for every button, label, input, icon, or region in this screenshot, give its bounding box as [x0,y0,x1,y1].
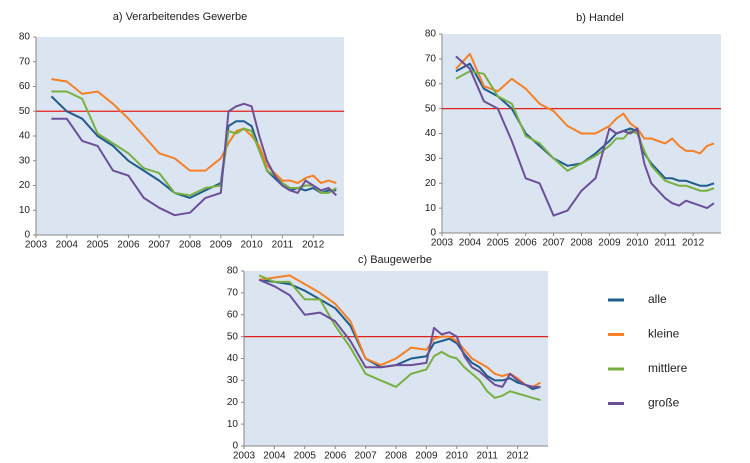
x-tick-label: 2007 [148,240,171,251]
series-line [51,78,337,184]
x-tick-label: 2012 [682,238,705,249]
y-tick-label: 10 [425,203,437,214]
x-tick-label: 2009 [415,451,438,462]
y-tick-label: 50 [19,106,31,117]
x-tick-label: 2003 [233,451,256,462]
x-tick-label: 2005 [86,240,109,251]
y-tick-label: 40 [425,128,437,139]
x-tick-label: 2007 [542,238,565,249]
y-tick-label: 30 [227,375,239,386]
x-tick-label: 2003 [431,238,454,249]
legend-label: mittlere [648,361,688,375]
y-tick-label: 50 [227,331,239,342]
y-tick-label: 70 [425,54,437,65]
series-line [455,70,715,192]
x-tick-label: 2009 [210,240,233,251]
series-line [455,55,715,217]
y-tick-label: 0 [24,230,30,241]
x-tick-label: 2011 [476,451,498,462]
x-tick-label: 2011 [272,240,294,251]
x-tick-label: 2005 [294,451,317,462]
y-tick-label: 30 [19,155,31,166]
x-tick-label: 2012 [506,451,529,462]
x-tick-label: 2003 [25,240,48,251]
y-tick-label: 70 [19,56,31,67]
y-tick-label: 60 [425,78,437,89]
x-tick-label: 2008 [179,240,202,251]
chart-title: a) Verarbeitendes Gewerbe [113,11,248,23]
x-tick-label: 2006 [117,240,140,251]
series-line [51,102,337,217]
y-tick-label: 10 [227,419,239,430]
y-tick-label: 20 [425,178,437,189]
x-tick-label: 2005 [487,238,510,249]
x-tick-label: 2008 [570,238,593,249]
y-tick-label: 20 [227,397,239,408]
series-line [50,95,337,199]
x-tick-label: 2010 [446,451,469,462]
y-tick-label: 20 [19,180,31,191]
x-tick-label: 2004 [459,238,482,249]
series-line [258,278,541,388]
legend-label: alle [648,292,667,306]
y-tick-label: 60 [19,81,31,92]
chart-title: c) Baugewerbe [358,254,432,266]
x-tick-label: 2008 [385,451,408,462]
y-tick-label: 50 [425,103,437,114]
x-tick-label: 2011 [654,238,676,249]
x-tick-label: 2012 [302,240,325,251]
chart-title: b) Handel [576,12,624,24]
x-tick-label: 2007 [354,451,377,462]
x-tick-label: 2010 [240,240,263,251]
legend-label: kleine [648,327,680,341]
series-line [455,52,715,155]
y-tick-label: 80 [425,29,437,40]
y-tick-label: 0 [430,228,436,239]
legend-label: große [648,396,680,410]
series-line [258,274,541,402]
series-line [259,274,541,388]
y-tick-label: 80 [227,266,239,277]
y-tick-label: 10 [19,205,31,216]
y-tick-label: 60 [227,309,239,320]
y-tick-label: 70 [227,288,239,299]
y-tick-label: 40 [227,353,239,364]
plot-area [36,37,344,235]
x-tick-label: 2010 [626,238,649,249]
y-tick-label: 80 [19,32,31,43]
x-tick-label: 2004 [56,240,79,251]
y-tick-label: 40 [19,131,31,142]
y-tick-label: 30 [425,153,437,164]
x-tick-label: 2006 [515,238,538,249]
x-tick-label: 2004 [263,451,286,462]
x-tick-label: 2006 [324,451,347,462]
y-tick-label: 0 [232,441,238,452]
x-tick-label: 2009 [598,238,621,249]
